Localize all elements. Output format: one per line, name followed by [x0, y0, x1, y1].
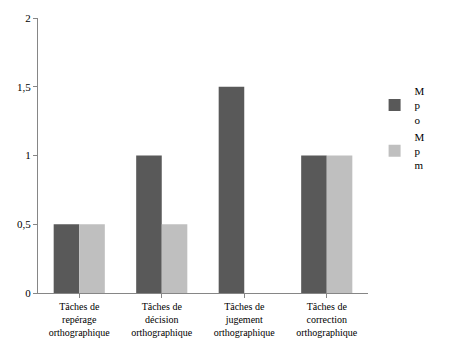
svg-text:1,5: 1,5 [17, 81, 31, 93]
svg-text:Mpo: Mpo [415, 85, 425, 126]
svg-text:0: 0 [25, 287, 31, 299]
svg-text:Tâches dejugementorthographiqu: Tâches dejugementorthographique [214, 301, 276, 338]
svg-text:1: 1 [25, 149, 31, 161]
svg-text:2: 2 [25, 12, 31, 24]
svg-text:Tâches dedécisionorthographiqu: Tâches dedécisionorthographique [131, 301, 193, 338]
svg-text:Mpm: Mpm [415, 131, 425, 172]
svg-text:Tâches decorrectionorthographi: Tâches decorrectionorthographique [296, 301, 358, 338]
svg-text:0,5: 0,5 [17, 218, 31, 230]
svg-text:Tâches derepérageorthographiqu: Tâches derepérageorthographique [49, 301, 111, 338]
